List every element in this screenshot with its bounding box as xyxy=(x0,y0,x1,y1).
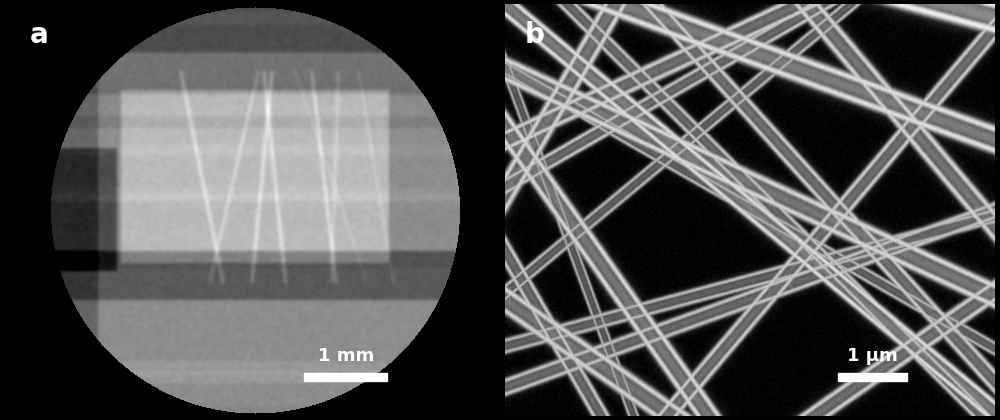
Text: 1 mm: 1 mm xyxy=(318,347,374,365)
Bar xyxy=(304,373,387,381)
Bar xyxy=(838,373,907,381)
Text: b: b xyxy=(525,21,544,49)
Text: a: a xyxy=(30,21,48,49)
Text: 1 μm: 1 μm xyxy=(847,347,898,365)
